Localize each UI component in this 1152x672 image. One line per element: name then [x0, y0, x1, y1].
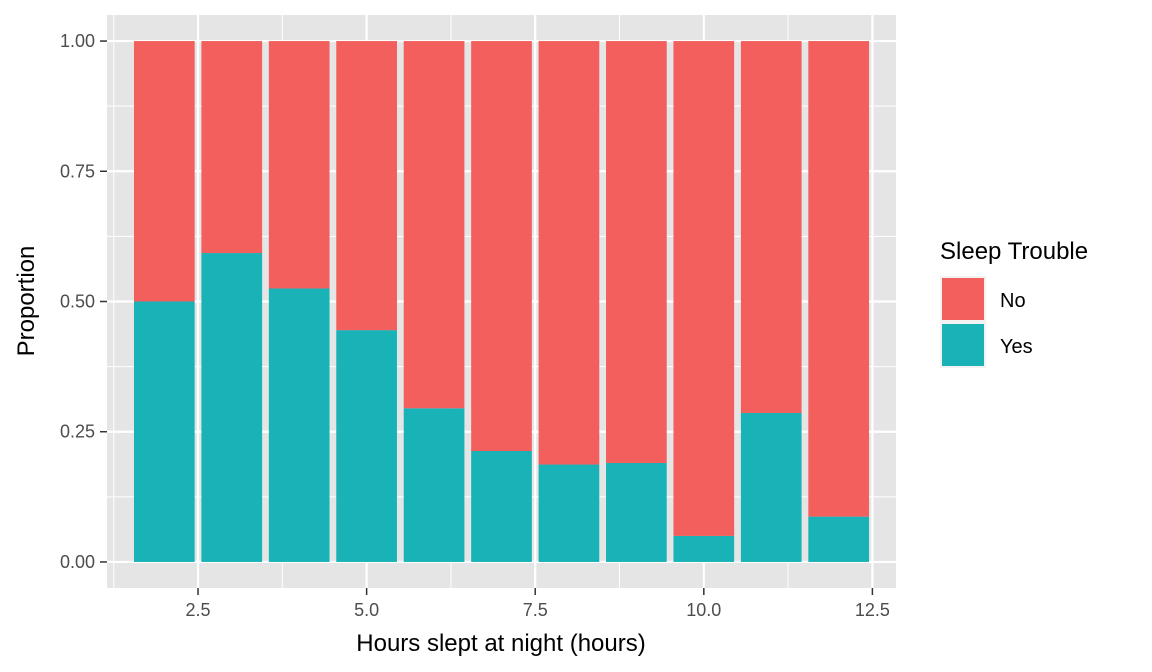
bar-no-11 — [740, 41, 802, 413]
legend-swatch-no — [942, 278, 984, 320]
bar-no-12 — [808, 41, 870, 517]
legend-title: Sleep Trouble — [940, 238, 1088, 265]
bar-yes-3 — [201, 253, 263, 562]
x-tick-label: 10.0 — [686, 600, 721, 620]
x-tick-label: 12.5 — [855, 600, 890, 620]
bar-no-6 — [403, 41, 465, 409]
y-tick-label: 0.75 — [60, 161, 95, 181]
x-tick-label: 5.0 — [354, 600, 379, 620]
bar-no-3 — [201, 41, 263, 254]
bar-no-8 — [538, 41, 600, 465]
bars-group — [133, 41, 870, 562]
bar-no-4 — [268, 41, 330, 289]
bar-yes-2 — [133, 301, 195, 562]
bar-no-7 — [471, 41, 532, 452]
bar-no-2 — [133, 41, 195, 302]
x-axis-title: Hours slept at night (hours) — [356, 630, 645, 657]
bar-yes-7 — [471, 451, 532, 562]
bar-yes-10 — [673, 535, 735, 562]
bar-no-5 — [336, 41, 397, 331]
axes-group: 0.00 0.25 0.50 0.75 1.00 2.5 5.0 7.5 10.0 12.5 — [60, 31, 890, 620]
bar-yes-9 — [606, 462, 667, 562]
legend-swatch-yes — [942, 324, 984, 366]
bar-yes-4 — [268, 288, 330, 562]
bar-yes-8 — [538, 464, 600, 562]
bar-no-9 — [606, 41, 667, 463]
bar-no-10 — [673, 41, 735, 536]
bar-yes-11 — [740, 412, 802, 562]
x-tick-label: 7.5 — [523, 600, 548, 620]
y-tick-label: 0.50 — [60, 292, 95, 312]
legend-label-no: No — [1000, 290, 1026, 312]
y-tick-label: 1.00 — [60, 31, 95, 51]
legend: Sleep Trouble No Yes — [940, 238, 1088, 368]
bar-yes-5 — [336, 330, 397, 562]
x-tick-label: 2.5 — [186, 600, 211, 620]
bar-yes-12 — [808, 516, 870, 562]
legend-label-yes: Yes — [1000, 336, 1033, 358]
bar-yes-6 — [403, 408, 465, 562]
y-tick-label: 0.25 — [60, 422, 95, 442]
y-tick-label: 0.00 — [60, 552, 95, 572]
y-axis-title: Proportion — [13, 246, 40, 357]
